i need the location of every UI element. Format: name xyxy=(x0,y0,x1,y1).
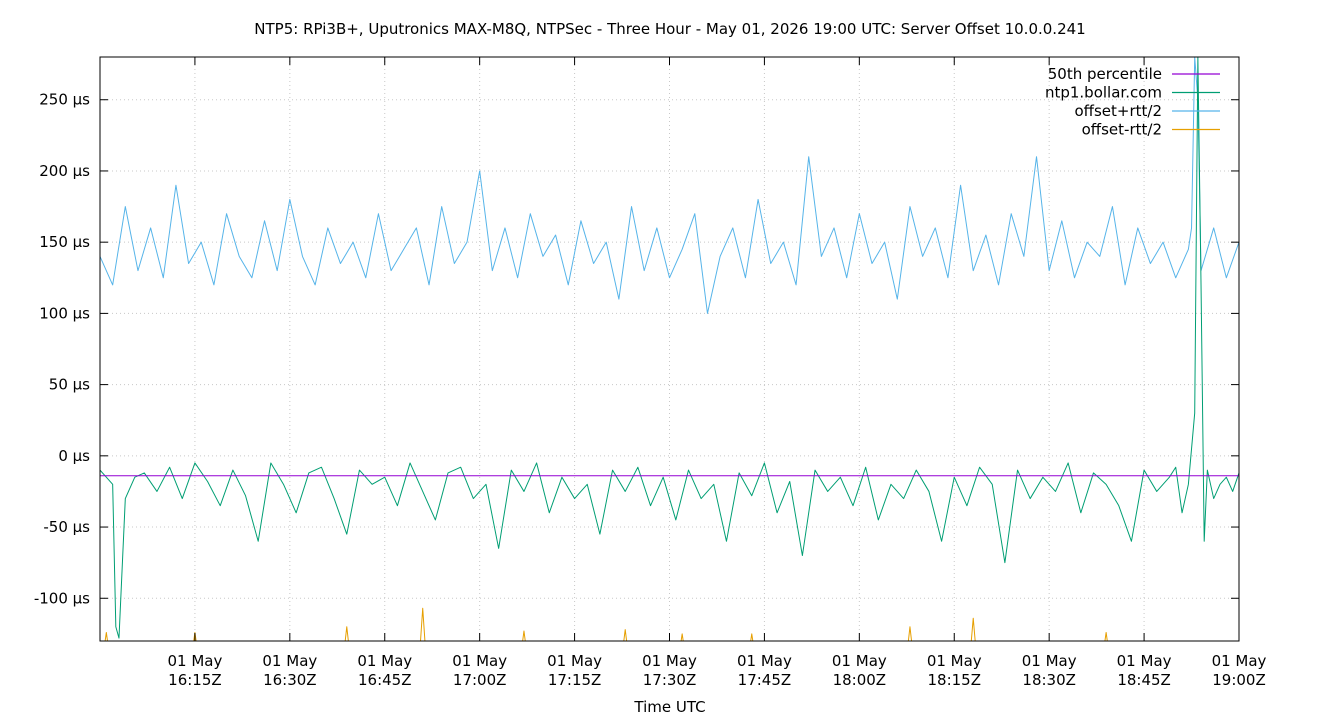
y-tick-label: -100 µs xyxy=(34,589,90,607)
x-tick-label-date: 01 May xyxy=(1212,652,1267,670)
x-tick-label-date: 01 May xyxy=(357,652,412,670)
x-tick-label-date: 01 May xyxy=(642,652,697,670)
x-tick-label-time: 19:00Z xyxy=(1212,671,1266,689)
x-tick-label-date: 01 May xyxy=(832,652,887,670)
x-tick-label-date: 01 May xyxy=(547,652,602,670)
legend-label: ntp1.bollar.com xyxy=(1045,84,1162,102)
y-tick-label: -50 µs xyxy=(43,518,90,536)
x-tick-label-date: 01 May xyxy=(1022,652,1077,670)
x-tick-label-time: 17:45Z xyxy=(738,671,792,689)
x-tick-label-time: 17:30Z xyxy=(643,671,697,689)
y-axis-ticks: 250 µs 200 µs 150 µs 100 µs 50 µs 0 µs -50 µs -… xyxy=(34,91,1239,607)
series-line-ntp1-bollar-com xyxy=(100,57,1239,639)
x-tick-label-time: 18:00Z xyxy=(833,671,887,689)
x-tick-label-time: 18:30Z xyxy=(1022,671,1076,689)
x-tick-label-time: 16:45Z xyxy=(358,671,412,689)
series-lines xyxy=(100,57,1239,641)
y-tick-label: 150 µs xyxy=(39,233,90,251)
y-tick-label: 100 µs xyxy=(39,304,90,322)
series-line-offset-rtt-2 xyxy=(104,607,1108,641)
x-tick-label-time: 16:15Z xyxy=(168,671,222,689)
y-tick-label: 0 µs xyxy=(58,447,90,465)
x-axis-label: Time UTC xyxy=(633,698,705,716)
x-tick-label-time: 17:15Z xyxy=(548,671,602,689)
x-tick-label-date: 01 May xyxy=(1117,652,1172,670)
x-tick-label-time: 18:15Z xyxy=(927,671,981,689)
x-tick-label-time: 16:30Z xyxy=(263,671,317,689)
series-line-offset-rtt-2 xyxy=(100,57,1239,314)
chart-title: NTP5: RPi3B+, Uputronics MAX-M8Q, NTPSec… xyxy=(254,20,1085,38)
x-tick-label-time: 18:45Z xyxy=(1117,671,1171,689)
legend-label: offset-rtt/2 xyxy=(1082,121,1162,139)
x-tick-label-date: 01 May xyxy=(452,652,507,670)
x-tick-label-date: 01 May xyxy=(262,652,317,670)
x-tick-label-date: 01 May xyxy=(927,652,982,670)
x-tick-label-date: 01 May xyxy=(737,652,792,670)
legend: 50th percentilentp1.bollar.comoffset+rtt… xyxy=(1045,65,1220,139)
y-tick-label: 250 µs xyxy=(39,91,90,109)
y-tick-label: 200 µs xyxy=(39,162,90,180)
grid-lines xyxy=(100,57,1239,641)
y-tick-label: 50 µs xyxy=(49,376,90,394)
x-tick-label-time: 17:00Z xyxy=(453,671,507,689)
legend-label: 50th percentile xyxy=(1048,65,1162,83)
x-tick-label-date: 01 May xyxy=(167,652,222,670)
legend-label: offset+rtt/2 xyxy=(1074,102,1162,120)
